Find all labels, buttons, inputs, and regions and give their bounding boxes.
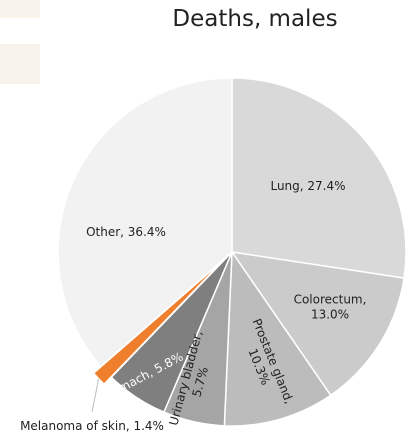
background-swatch-middle: [0, 44, 40, 84]
slice-prostate-gland: [223, 249, 332, 427]
slice-colorectum: [230, 250, 405, 397]
slice-label-other: Other, 36.4%: [86, 225, 166, 239]
background-swatch-top: [0, 0, 40, 18]
slice-label-lung: Lung, 27.4%: [270, 179, 345, 193]
slice-label-colorectum-line-1: Colorectum,: [294, 293, 367, 307]
slice-other: [57, 77, 233, 368]
slice-label-melanoma-of-skin: Melanoma of skin, 1.4%: [20, 419, 164, 433]
slice-label-group-lung: Lung, 27.4%: [270, 179, 345, 193]
slice-label-colorectum-line-2: 13.0%: [311, 308, 349, 322]
slice-lung: [231, 77, 407, 279]
leader-line-melanoma-of-skin: [91, 378, 100, 413]
slice-label-group-colorectum: Colorectum,13.0%: [294, 293, 367, 322]
slice-label-group-other: Other, 36.4%: [86, 225, 166, 239]
chart-title: Deaths, males: [172, 6, 338, 32]
pie-slices: [57, 77, 407, 427]
